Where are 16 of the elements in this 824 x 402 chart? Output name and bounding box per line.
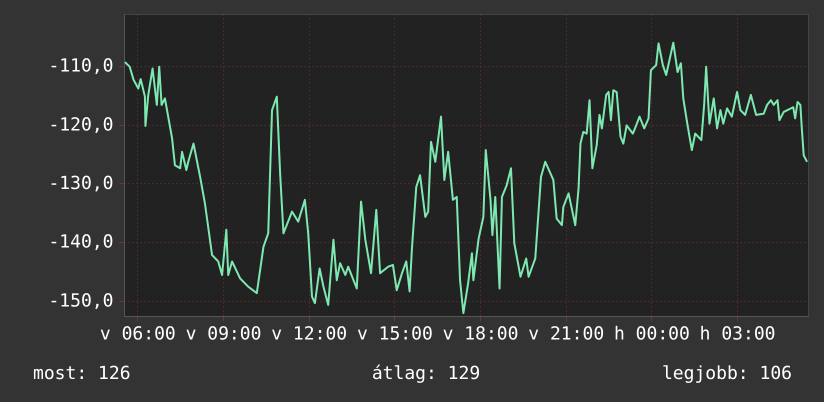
x-tick-label: v 06:00	[100, 324, 176, 344]
x-tick-label: h 03:00	[700, 324, 776, 344]
y-tick-label: -120,0	[48, 114, 114, 136]
x-tick-label: v 15:00	[356, 324, 433, 344]
x-tick-label: h 00:00	[614, 324, 690, 344]
y-tick-label: -140,0	[48, 232, 114, 253]
text: legjobb: 106	[662, 363, 792, 384]
x-tick-label: v 12:00	[271, 324, 348, 344]
text: most: 126	[33, 363, 131, 384]
x-tick-label: v 09:00	[186, 324, 262, 344]
y-tick-label: -130,0	[48, 172, 114, 194]
text: átlag: 129	[372, 363, 480, 384]
y-tick-label: -110,0	[48, 56, 114, 77]
x-tick-label: v 21:00	[528, 324, 604, 344]
y-tick-label: -150,0	[48, 290, 114, 312]
x-tick-label: v 18:00	[442, 324, 518, 344]
